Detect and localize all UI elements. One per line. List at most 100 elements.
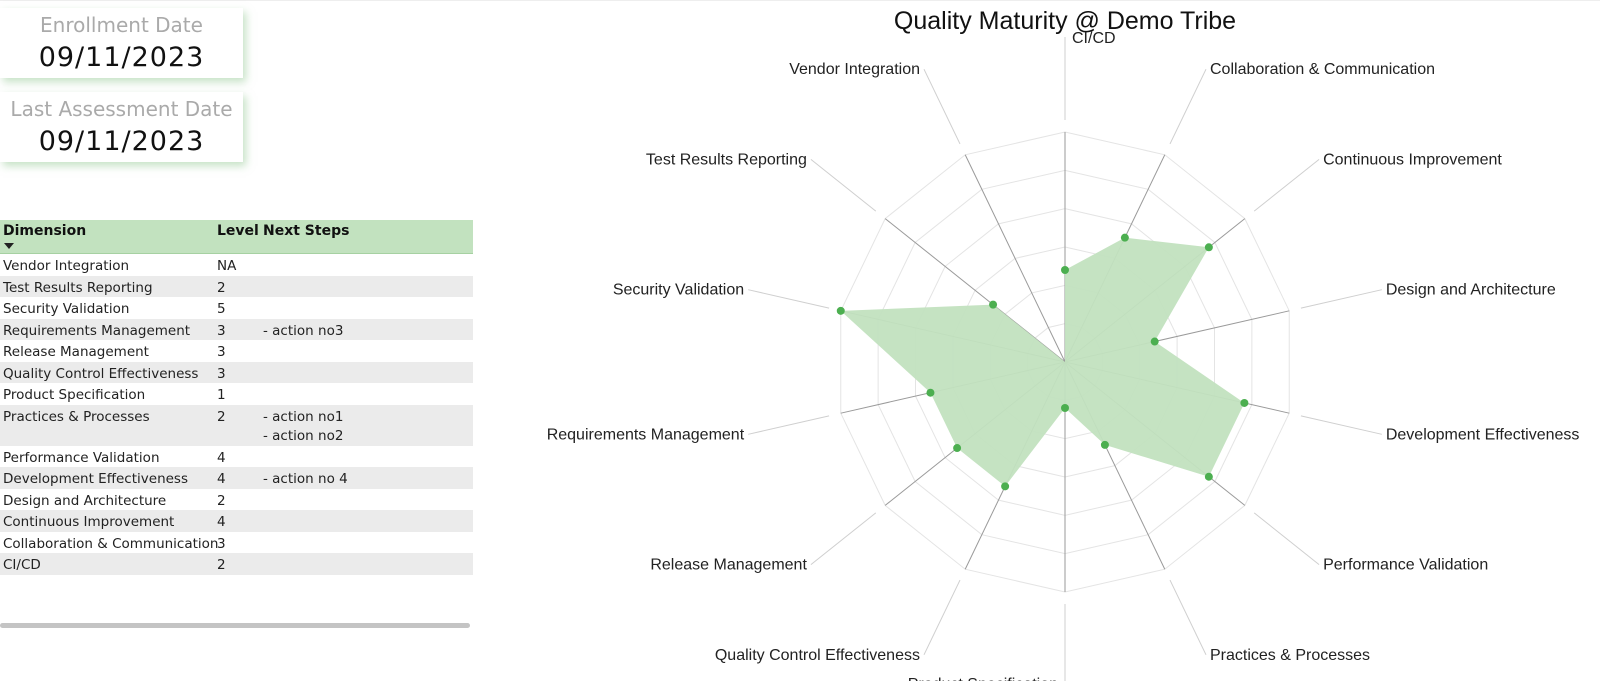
enrollment-date-value: 09/11/2023 <box>38 42 205 73</box>
dimensions-table: Dimension Level Next Steps Vendor Integr… <box>0 220 473 575</box>
level-cell: 2 <box>217 557 226 573</box>
radar-axis-label: Test Results Reporting <box>646 151 807 168</box>
level-cell: 3 <box>217 365 226 382</box>
radar-leader-line <box>923 68 961 145</box>
radar-axis-label: Product Specification <box>908 676 1058 681</box>
radar-axis-label: Release Management <box>650 557 807 574</box>
radar-axis-label: Security Validation <box>613 282 744 299</box>
dimension-cell: Practices & Processes <box>3 408 150 425</box>
radar-point <box>1204 472 1213 481</box>
radar-axis-labels: CI/CD Collaboration & Communication Contin… <box>547 30 1580 681</box>
radar-axis-label: Design and Architecture <box>1386 282 1556 299</box>
header-dimension[interactable]: Dimension <box>3 223 87 239</box>
radar-leader-line <box>1169 68 1207 145</box>
next-step-line: - action no2 <box>263 427 344 444</box>
last-assessment-date-label: Last Assessment Date <box>10 97 233 121</box>
radar-leader-line <box>923 579 961 656</box>
radar-spoke <box>964 154 1066 363</box>
table-row: Vendor Integration NA <box>0 254 473 276</box>
radar-point <box>1150 337 1159 346</box>
radar-data-area <box>840 237 1245 487</box>
dimension-cell: Quality Control Effectiveness <box>3 365 199 382</box>
dimension-cell: CI/CD <box>3 557 41 573</box>
table-row: Performance Validation 4 <box>0 446 473 468</box>
table-row: Requirements Management 3 - action no3 <box>0 318 473 340</box>
top-divider <box>0 0 1600 1</box>
radar-point <box>1204 243 1213 252</box>
radar-point <box>953 444 962 453</box>
next-steps-cell: - action no 4 <box>263 471 348 487</box>
table-header: Dimension Level Next Steps <box>0 220 473 254</box>
header-next-steps[interactable]: Next Steps <box>263 223 350 239</box>
table-row: Practices & Processes 2 - action no1 - a… <box>0 404 473 446</box>
radar-leader-line <box>748 289 830 309</box>
radar-point <box>836 306 845 315</box>
next-steps-cell: - action no1 - action no2 <box>263 408 343 446</box>
next-steps-cell: - action no3 <box>263 322 344 339</box>
radar-axis-label: Development Effectiveness <box>1386 426 1580 443</box>
radar-leader-line <box>1253 158 1320 212</box>
level-cell: 4 <box>217 471 226 487</box>
level-cell: 2 <box>217 408 226 425</box>
radar-axis-label: Quality Control Effectiveness <box>715 647 920 664</box>
dimension-cell: Design and Architecture <box>3 492 167 509</box>
table-row: Development Effectiveness 4 - action no … <box>0 467 473 489</box>
table-row: Collaboration & Communication 3 <box>0 532 473 554</box>
radar-axis-label: Requirements Management <box>547 426 745 443</box>
radar-axis-label: Practices & Processes <box>1210 647 1370 664</box>
level-cell: 3 <box>217 344 226 360</box>
level-cell: 5 <box>217 301 226 317</box>
table-row: Security Validation 5 <box>0 297 473 319</box>
enrollment-date-card: Enrollment Date 09/11/2023 <box>0 8 243 78</box>
level-cell: 4 <box>217 449 226 466</box>
next-step-line: - action no1 <box>263 408 344 425</box>
radar-axis-label: Collaboration & Communication <box>1210 61 1435 78</box>
dimension-cell: Product Specification <box>3 387 146 403</box>
radar-point <box>926 388 935 397</box>
radar-axis-label: Vendor Integration <box>789 61 920 78</box>
radar-leader-line <box>1169 579 1207 656</box>
horizontal-scrollbar[interactable] <box>0 623 470 628</box>
dimension-cell: Security Validation <box>3 301 130 317</box>
table-row: Continuous Improvement 4 <box>0 510 473 532</box>
radar-series-area <box>840 237 1245 487</box>
table-row: Quality Control Effectiveness 3 <box>0 361 473 383</box>
level-cell: 2 <box>217 279 226 296</box>
radar-leader-line <box>810 158 877 212</box>
dimension-cell: Development Effectiveness <box>3 471 188 487</box>
dimension-cell: Collaboration & Communication <box>3 535 219 552</box>
enrollment-date-label: Enrollment Date <box>40 13 203 37</box>
table-row: Design and Architecture 2 <box>0 489 473 511</box>
level-cell: 3 <box>217 322 226 339</box>
radar-leader-line <box>1300 415 1382 435</box>
radar-axis-label: Performance Validation <box>1323 557 1488 574</box>
table-row: Release Management 3 <box>0 340 473 362</box>
dimension-cell: Requirements Management <box>3 322 191 339</box>
header-level[interactable]: Level <box>217 223 259 239</box>
dimension-cell: Continuous Improvement <box>3 514 175 530</box>
radar-leader-line <box>748 415 830 435</box>
table-row: Product Specification 1 <box>0 383 473 405</box>
dimension-cell: Performance Validation <box>3 449 160 466</box>
radar-axis-label: CI/CD <box>1072 30 1116 47</box>
last-assessment-date-value: 09/11/2023 <box>38 126 205 157</box>
table-row: Test Results Reporting 2 <box>0 275 473 297</box>
level-cell: 3 <box>217 535 226 552</box>
radar-axis-label: Continuous Improvement <box>1323 151 1502 168</box>
radar-leader-line <box>1253 512 1320 566</box>
radar-points <box>836 233 1249 491</box>
level-cell: NA <box>217 258 237 274</box>
level-cell: 4 <box>217 514 226 530</box>
dimension-cell: Test Results Reporting <box>3 279 153 296</box>
dimension-cell: Release Management <box>3 344 149 360</box>
level-cell: 2 <box>217 492 226 509</box>
radar-point <box>1061 404 1069 412</box>
radar-leader-line <box>1300 289 1382 309</box>
radar-point <box>1120 233 1129 242</box>
last-assessment-date-card: Last Assessment Date 09/11/2023 <box>0 92 243 162</box>
sort-descending-icon[interactable] <box>4 243 14 249</box>
table-row: CI/CD 2 <box>0 553 473 575</box>
radar-point <box>1100 440 1109 449</box>
radar-point <box>1240 398 1249 407</box>
